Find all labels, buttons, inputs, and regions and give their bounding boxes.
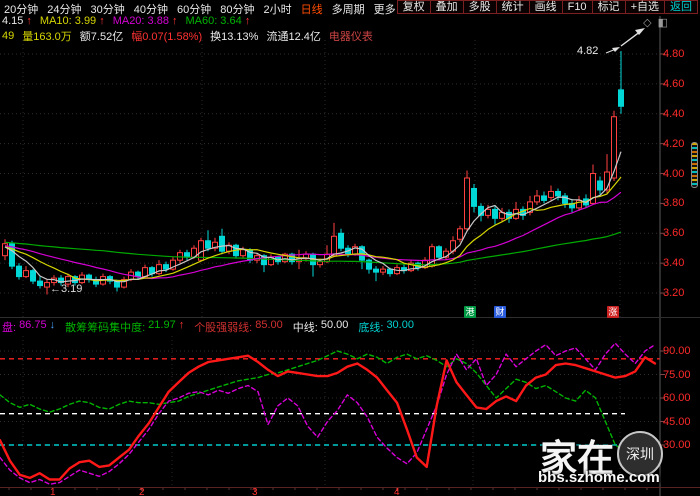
adjust-price-button[interactable]: 复权 [396,0,431,14]
price-axis-label: 3.40 [663,257,685,270]
ma20-value: MA20: 3.88 ↑ [112,15,178,27]
time-axis [0,487,700,496]
indicator-axis-label: 75.00 [663,368,691,381]
price-axis-label: 4.00 [663,167,685,180]
period-24min[interactable]: 24分钟 [47,4,82,16]
legend-bottom-line: 底线: 30.00 [358,319,414,334]
price-axis-label: 4.80 [663,48,685,60]
down-arrow-icon: ↓ [49,319,56,331]
add-watchlist-button[interactable]: +自选 [624,0,665,14]
indicator-legend-row: 盘: 86.75 ↓ 散筹筹码集中度: 21.97 ↑ 个股强弱线: 85.00 中线: 5… [2,319,414,335]
legend-main-force: 盘: 86.75 ↓ [2,319,56,334]
high-price-annotation: 4.82 [577,45,599,57]
panel-divider [0,317,700,318]
price-fragment: 49 [2,30,15,42]
month-label: 2 [139,487,145,496]
action-toolbar: 复权 叠加 多股 统计 画线 F10 标记 +自选 返回 [396,0,698,14]
low-price-annotation: ←3.19 [50,283,83,295]
up-arrow-icon: ↑ [99,15,105,27]
overlay-button[interactable]: 叠加 [429,0,464,14]
period-60min[interactable]: 60分钟 [177,4,212,16]
price-axis-label: 4.20 [663,137,685,150]
ma60-value: MA60: 3.64 ↑ [185,15,251,27]
chart-scroll-slider[interactable] [691,142,698,188]
up-arrow-icon: ↑ [171,15,178,27]
turnover-value: 换13.13% [210,31,259,43]
period-2hour[interactable]: 2小时 [263,4,292,16]
indicator-axis-label: 30.00 [663,439,691,451]
price-axis-label: 3.20 [663,287,685,300]
statistics-button[interactable]: 统计 [495,0,530,14]
float-cap-value: 流通12.4亿 [266,31,321,43]
volume-value: 量163.0万 [22,31,72,43]
watermark-text: 家在 [540,438,614,479]
period-daily-active[interactable]: 日线 [300,4,323,16]
price-axis-label: 3.60 [663,227,685,240]
period-30min[interactable]: 30分钟 [90,4,125,16]
period-40min[interactable]: 40分钟 [133,4,168,16]
indicator-axis-label: 90.00 [663,345,691,357]
indicator-axis-label: 60.00 [663,392,691,404]
legend-strength-line: 个股强弱线: 85.00 [194,319,283,334]
ma-values-row: 4.15 ↑ MA10: 3.99 ↑ MA20: 3.88 ↑ MA60: 3.64… [2,15,250,27]
draw-line-button[interactable]: 画线 [528,0,563,14]
price-axis-label: 3.80 [663,197,685,210]
quote-info-row: 49 量163.0万 额7.52亿 幅0.07(1.58%) 换13.13% 流… [2,28,373,44]
ma5-value: 4.15 ↑ [2,15,32,27]
news-badge[interactable]: 港 [464,306,476,318]
price-axis-label: 4.60 [663,77,685,90]
indicator-axis-label: 45.00 [663,415,691,428]
legend-concentration: 散筹筹码集中度: 21.97 ↑ [65,319,185,334]
back-button[interactable]: 返回 [664,0,698,14]
watermark-bubble: 深圳 [617,431,663,477]
legend-mid-line: 中线: 50.00 [292,319,349,334]
diamond-icon[interactable]: ◇ [643,17,652,29]
up-arrow-icon: ↑ [178,319,185,331]
split-pane-icon[interactable]: ◧ [657,17,668,29]
watermark-url: bbs.szhome.com [538,469,660,486]
month-label: 3 [252,487,258,496]
price-axis-label: 4.40 [663,107,685,120]
period-20min[interactable]: 20分钟 [4,4,39,16]
month-label: 1 [50,487,56,496]
multi-stock-button[interactable]: 多股 [462,0,497,14]
period-80min[interactable]: 80分钟 [220,4,255,16]
sector-name: 电器仪表 [328,31,373,43]
news-badge[interactable]: 财 [494,306,506,318]
period-multi[interactable]: 多周期 [331,4,365,16]
pane-icons: ◇ ◧ [643,16,668,29]
amount-value: 额7.52亿 [79,31,124,43]
change-value: 幅0.07(1.58%) [131,31,203,43]
up-arrow-icon: ↑ [26,15,32,27]
up-arrow-icon: ↑ [244,15,251,27]
month-label: 4 [394,487,400,496]
ma10-value: MA10: 3.99 ↑ [39,15,105,27]
news-badge[interactable]: 涨 [607,306,619,318]
